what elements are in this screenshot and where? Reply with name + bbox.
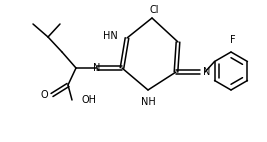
Text: N: N <box>93 63 100 73</box>
Text: N: N <box>203 67 210 77</box>
Text: HN: HN <box>103 31 118 41</box>
Text: F: F <box>230 35 236 45</box>
Text: O: O <box>40 90 48 100</box>
Text: Cl: Cl <box>149 5 159 15</box>
Text: NH: NH <box>141 97 155 107</box>
Text: OH: OH <box>81 95 96 105</box>
